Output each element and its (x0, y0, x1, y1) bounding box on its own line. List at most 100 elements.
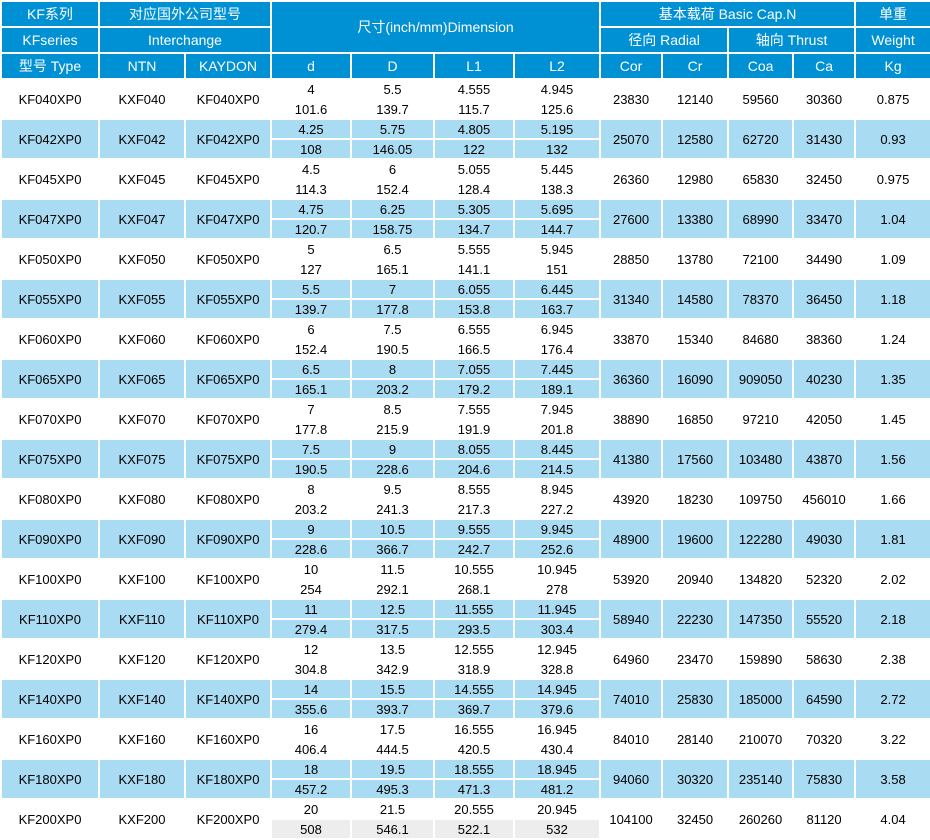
ntn-cell: KXF200 (98, 798, 186, 840)
dim-D-inch: 13.5 (350, 638, 435, 660)
dim-L2-inch: 18.945 (512, 758, 602, 780)
table-row: KF050XP0 KXF050 KF050XP0 5 6.5 5.555 5.945 2885… (0, 238, 930, 280)
dim-L2-inch: 10.945 (512, 558, 602, 580)
cor-cell: 28850 (599, 238, 664, 280)
dim-L1-inch: 4.805 (433, 118, 515, 140)
dim-d-inch: 5.5 (270, 278, 352, 300)
cor-cell: 33870 (599, 318, 664, 360)
weight-cell: 1.81 (854, 518, 930, 560)
dim-D-inch: 12.5 (350, 598, 435, 620)
dim-d-inch: 9 (270, 518, 352, 540)
dim-D-inch: 7 (350, 278, 435, 300)
weight-cell: 1.35 (854, 358, 930, 400)
table-row-mm: 228.6 366.7 242.7 252.6 (1, 538, 930, 560)
dim-d-mm: 228.6 (270, 538, 352, 560)
table-row-mm: 508 546.1 522.1 532 (1, 818, 930, 840)
dim-L1-mm: 179.2 (433, 378, 515, 400)
coa-cell: 159890 (727, 638, 795, 680)
dim-d-inch: 18 (270, 758, 352, 780)
dim-L1-mm: 471.3 (433, 778, 515, 800)
dim-D-inch: 5.75 (350, 118, 435, 140)
dim-L1-mm: 204.6 (433, 458, 515, 480)
ca-cell: 43870 (792, 438, 857, 480)
ca-cell: 55520 (792, 598, 857, 640)
ntn-cell: KXF060 (98, 318, 186, 360)
model-cell: KF200XP0 (0, 798, 100, 840)
cor-cell: 38890 (599, 398, 664, 440)
cr-cell: 20940 (661, 558, 730, 600)
ca-cell: 33470 (792, 198, 857, 240)
dim-d-inch: 4.75 (270, 198, 352, 220)
header-col-coa: Coa (727, 52, 795, 80)
dim-L2-inch: 20.945 (512, 798, 602, 820)
dim-L1-mm: 242.7 (433, 538, 515, 560)
table-row: KF075XP0 KXF075 KF075XP0 7.5 9 8.055 8.445 4138… (0, 438, 930, 480)
dim-L1-inch: 8.555 (433, 478, 515, 500)
dim-L2-mm: 430.4 (512, 738, 602, 760)
cor-cell: 84010 (599, 718, 664, 760)
dim-L1-inch: 20.555 (433, 798, 515, 820)
table-row: KF140XP0 KXF140 KF140XP0 14 15.5 14.555 14.945… (0, 678, 930, 720)
ntn-cell: KXF047 (98, 198, 186, 240)
coa-cell: 147350 (727, 598, 795, 640)
table-row-mm: 304.8 342.9 318.9 328.8 (1, 658, 930, 680)
weight-cell: 0.875 (854, 78, 930, 120)
cr-cell: 25830 (661, 678, 730, 720)
ca-cell: 36450 (792, 278, 857, 320)
dim-L2-inch: 7.445 (512, 358, 602, 380)
dim-L2-mm: 252.6 (512, 538, 602, 560)
cor-cell: 27600 (599, 198, 664, 240)
dim-L2-inch: 8.945 (512, 478, 602, 500)
table-row-mm: 152.4 190.5 166.5 176.4 (1, 338, 930, 360)
ntn-cell: KXF070 (98, 398, 186, 440)
dim-L1-mm: 166.5 (433, 338, 515, 360)
dim-d-mm: 508 (270, 818, 352, 840)
dim-L1-mm: 318.9 (433, 658, 515, 680)
dim-D-mm: 190.5 (350, 338, 435, 360)
table-row-mm: 406.4 444.5 420.5 430.4 (1, 738, 930, 760)
dim-L1-inch: 9.555 (433, 518, 515, 540)
table-row-mm: 254 292.1 268.1 278 (1, 578, 930, 600)
model-cell: KF045XP0 (0, 158, 100, 200)
dim-L1-mm: 217.3 (433, 498, 515, 520)
cr-cell: 16090 (661, 358, 730, 400)
kaydon-cell: KF160XP0 (184, 718, 272, 760)
kaydon-cell: KF045XP0 (184, 158, 272, 200)
dim-L2-inch: 14.945 (512, 678, 602, 700)
dim-L1-inch: 16.555 (433, 718, 515, 740)
ca-cell: 49030 (792, 518, 857, 560)
ntn-cell: KXF075 (98, 438, 186, 480)
table-row-mm: 279.4 317.5 293.5 303.4 (1, 618, 930, 640)
kaydon-cell: KF090XP0 (184, 518, 272, 560)
model-cell: KF090XP0 (0, 518, 100, 560)
cor-cell: 31340 (599, 278, 664, 320)
dim-L2-inch: 5.195 (512, 118, 602, 140)
dim-L2-mm: 151 (512, 258, 602, 280)
ca-cell: 30360 (792, 78, 857, 120)
dim-L1-inch: 14.555 (433, 678, 515, 700)
cor-cell: 48900 (599, 518, 664, 560)
ntn-cell: KXF040 (98, 78, 186, 120)
header-interchange-en: Interchange (98, 26, 272, 54)
kaydon-cell: KF040XP0 (184, 78, 272, 120)
model-cell: KF065XP0 (0, 358, 100, 400)
coa-cell: 134820 (727, 558, 795, 600)
dim-d-inch: 4 (270, 78, 352, 100)
cr-cell: 17560 (661, 438, 730, 480)
model-cell: KF160XP0 (0, 718, 100, 760)
dim-D-mm: 165.1 (350, 258, 435, 280)
model-cell: KF140XP0 (0, 678, 100, 720)
header-type-label: 型号 Type (0, 52, 100, 80)
table-row-mm: 127 165.1 141.1 151 (1, 258, 930, 280)
ca-cell: 58630 (792, 638, 857, 680)
coa-cell: 109750 (727, 478, 795, 520)
cr-cell: 30320 (661, 758, 730, 800)
dim-L1-mm: 122 (433, 138, 515, 160)
cor-cell: 74010 (599, 678, 664, 720)
header-col-ca: Ca (792, 52, 857, 80)
kaydon-cell: KF180XP0 (184, 758, 272, 800)
dim-L1-inch: 10.555 (433, 558, 515, 580)
ntn-cell: KXF180 (98, 758, 186, 800)
kaydon-cell: KF075XP0 (184, 438, 272, 480)
ntn-cell: KXF110 (98, 598, 186, 640)
